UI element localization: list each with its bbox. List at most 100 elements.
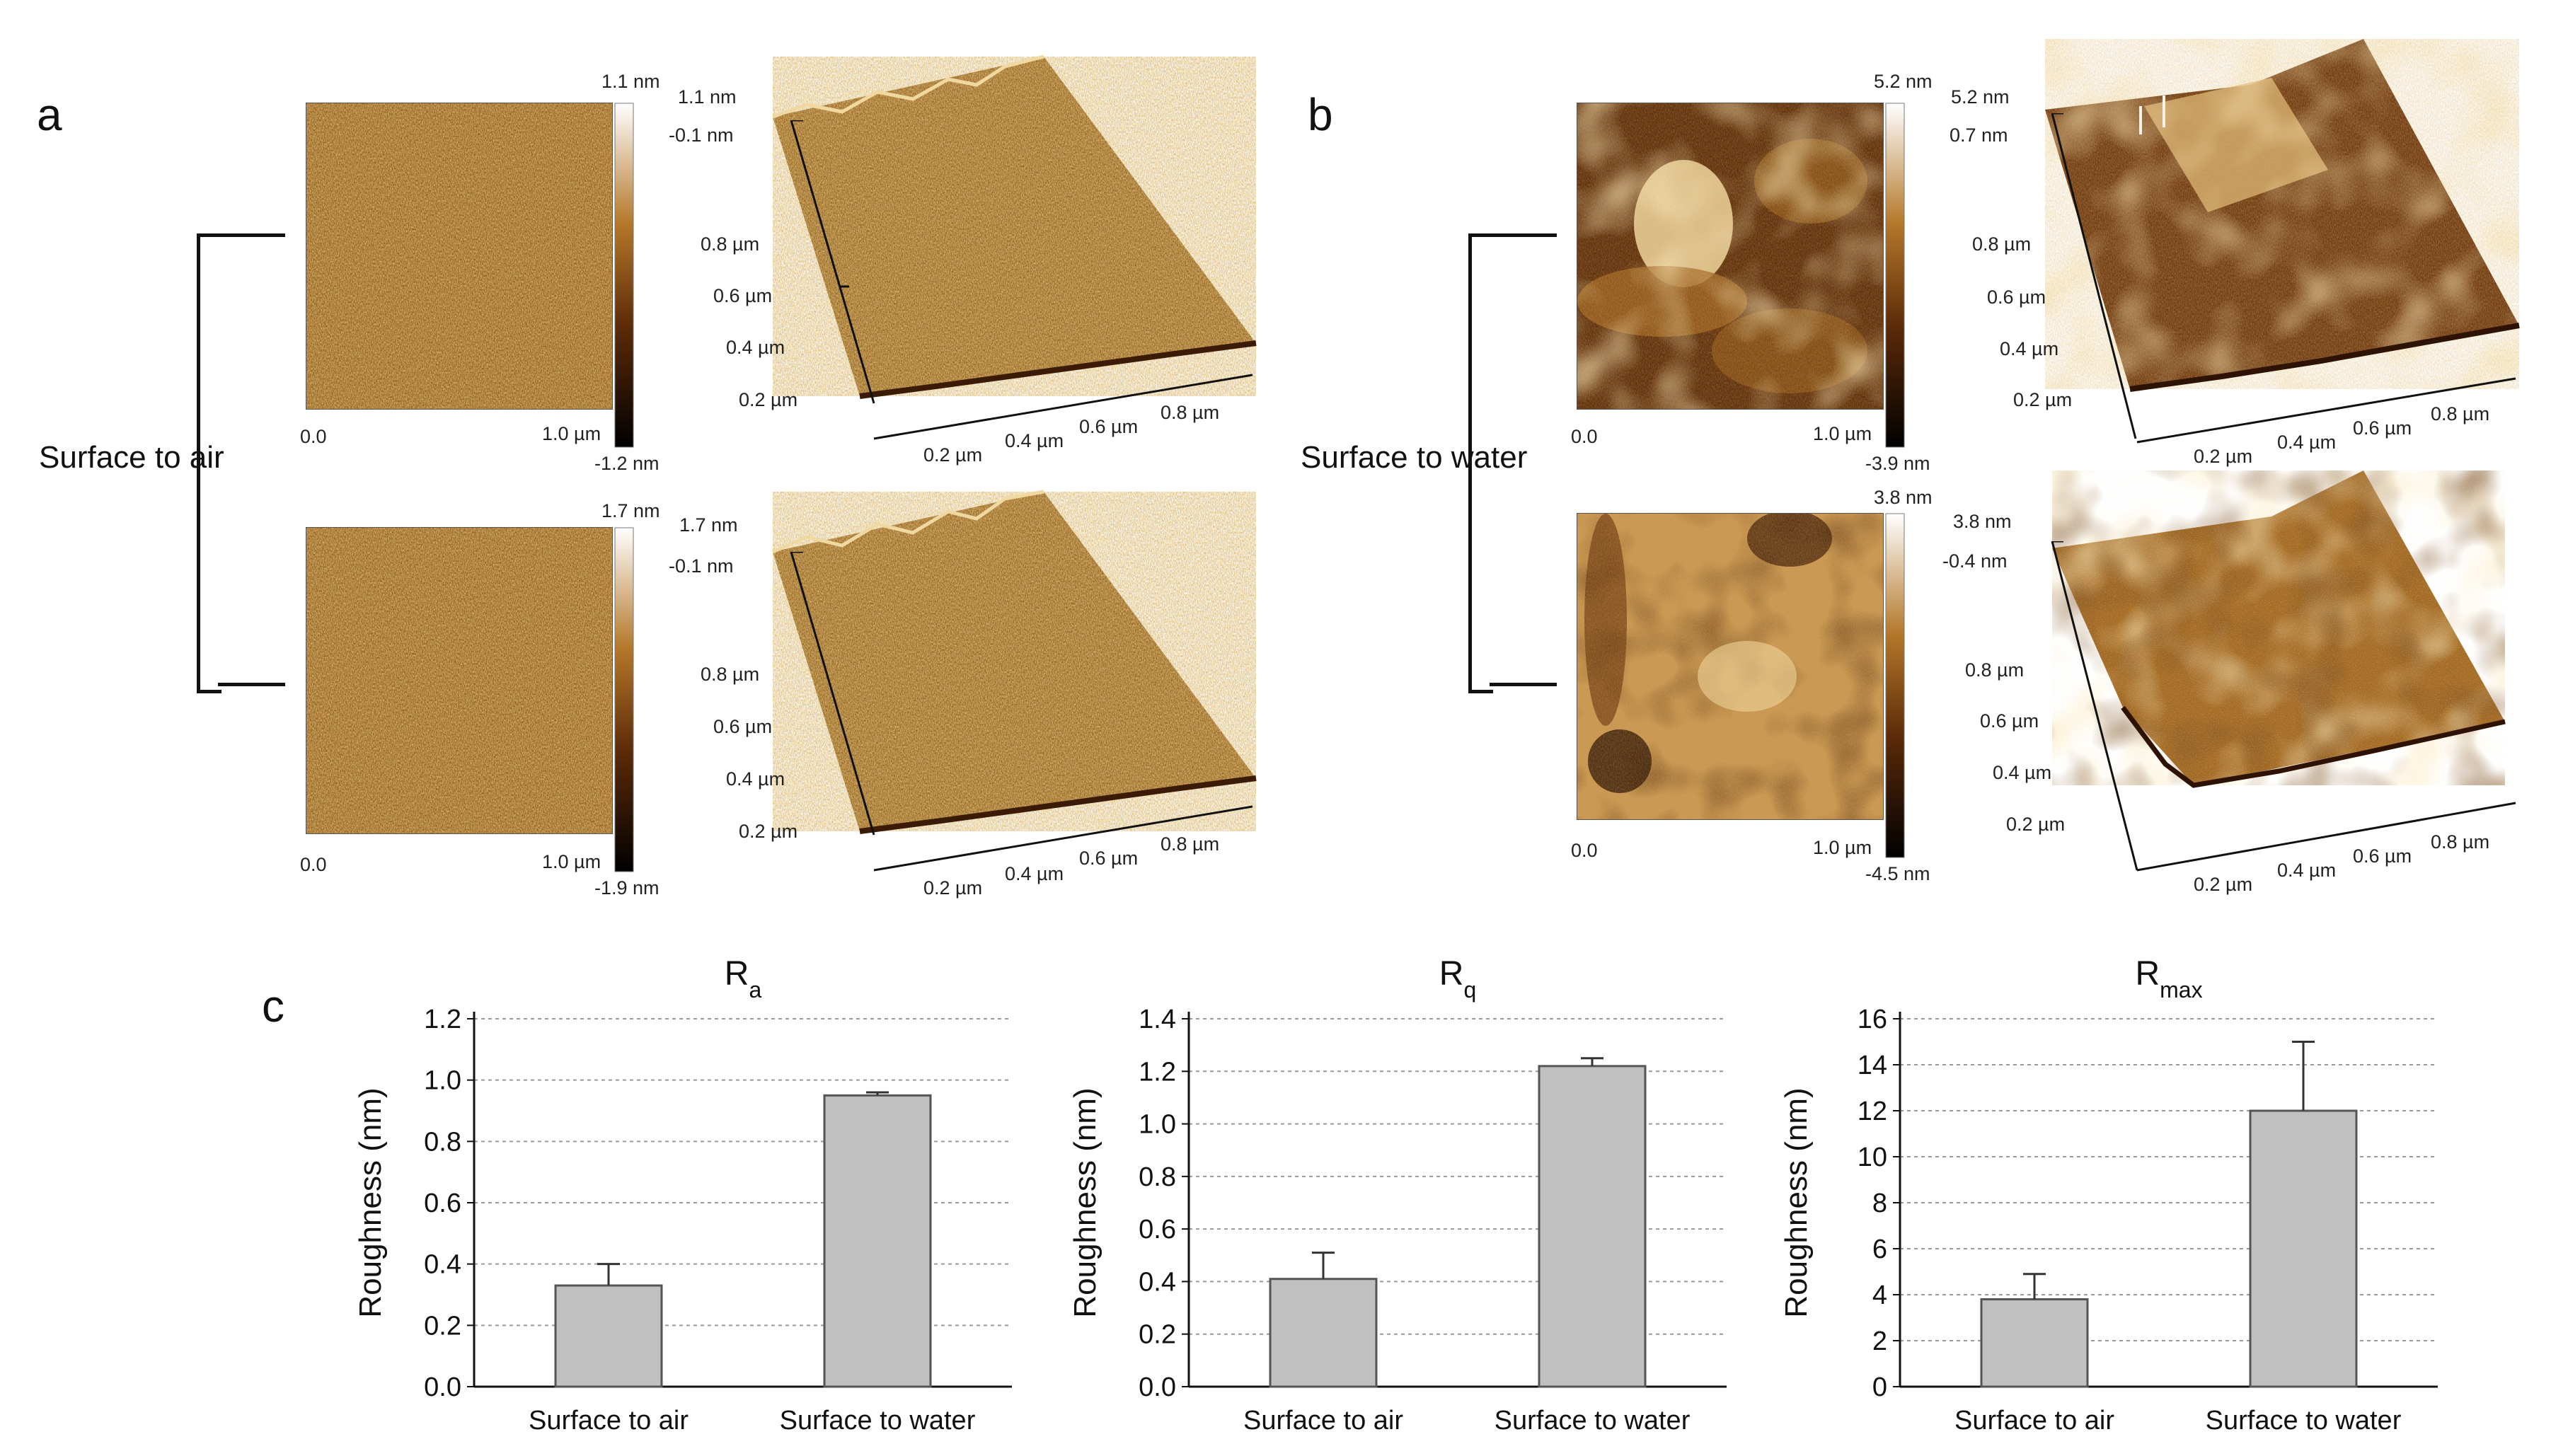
colorbar-air-bottom [614,527,634,872]
axis-x-water-bottom [2136,802,2516,872]
y-tick-label: 6 [1872,1235,1887,1264]
scale-max-label: 5.2 nm [1874,71,1933,92]
x-tick-02: 0.2 µm [923,444,983,466]
panel-label-a: a [37,89,62,140]
scale-min-label: -1.2 nm [594,453,660,474]
y-tick-label: 0.6 [424,1189,461,1218]
x-end-label: 1.0 µm [542,851,601,872]
afm-3d-air-top [772,54,1257,399]
afm-2d-air-top [306,103,613,410]
afm-2d-air-bottom [306,527,613,834]
bar-chart-ra: Ra Roughness (nm) 0.0 0.2 0.4 0.6 0.8 1.0 1.2 Sur… [353,955,1012,1435]
chart-title: Rmax [2135,955,2202,1003]
y-tick-label: 1.4 [1139,1005,1176,1034]
x-start-label: 0.0 [1571,840,1598,861]
x-tick-06: 0.6 µm [2353,845,2412,867]
x-tick-08: 0.8 µm [2431,403,2490,424]
scale-min-label: -1.9 nm [594,877,660,899]
y-tick-02: 0.2 µm [2013,389,2073,410]
afm-2d-water-bottom [1577,513,1884,820]
x-start-label: 0.0 [300,854,327,875]
bar [823,1094,932,1388]
y-tick-04: 0.4 µm [2000,338,2059,359]
y-tick-08: 0.8 µm [1972,233,2032,255]
x-tick-04: 0.4 µm [2277,432,2337,453]
x-start-label: 0.0 [1571,426,1598,447]
bracket-air-arm-bottom [218,683,285,686]
y-tick-04: 0.4 µm [1993,762,2052,783]
colorbar-water-top [1885,103,1905,448]
afm-3d-water-top [2045,39,2520,392]
bar [2249,1109,2358,1388]
y-tick-02: 0.2 µm [2006,814,2066,835]
z-top-label: 1.7 nm [679,514,738,536]
z-top-label: 1.1 nm [678,86,737,108]
bar-chart-rmax: Rmax Roughness (nm) 0 2 4 6 8 10 12 14 16 Surface t… [1779,955,2438,1435]
bracket-water-arm-bottom [1490,683,1557,686]
y-axis-label: Roughness (nm) [1068,1087,1102,1317]
scale-max-label: 1.7 nm [601,500,660,521]
x-tick-06: 0.6 µm [1079,848,1139,869]
y-tick-label: 16 [1858,1005,1887,1034]
axis-x-water-top [2136,377,2516,444]
panel-label-b: b [1308,89,1333,140]
x-category-label: Surface to air [529,1406,689,1435]
side-label-air: Surface to air [39,440,224,475]
y-tick-08: 0.8 µm [701,664,760,685]
x-start-label: 0.0 [300,426,327,447]
y-tick-label: 1.2 [424,1005,461,1034]
x-category-label: Surface to air [1954,1406,2114,1435]
x-tick-02: 0.2 µm [2194,446,2253,467]
afm-3d-water-bottom [2052,470,2506,788]
axis-y-air-top [790,120,875,404]
bar [1980,1298,2089,1388]
x-tick-02: 0.2 µm [923,877,983,899]
x-tick-08: 0.8 µm [2431,831,2490,853]
panel-label-c: c [262,981,284,1032]
y-tick-label: 0.0 [1139,1373,1176,1402]
y-tick-08: 0.8 µm [701,233,760,255]
x-tick-02: 0.2 µm [2194,874,2253,895]
x-tick-08: 0.8 µm [1161,833,1220,855]
x-category-label: Surface to water [1495,1406,1691,1435]
axis-x-air-bottom [873,805,1253,872]
y-tick-label: 0.2 [424,1311,461,1341]
scale-max-label: 1.1 nm [601,71,660,92]
colorbar-water-bottom [1885,513,1905,858]
y-tick-label: 1.0 [1139,1110,1176,1140]
x-end-label: 1.0 µm [542,423,601,444]
x-category-label: Surface to water [2206,1406,2402,1435]
y-tick-label: 4 [1872,1281,1887,1310]
x-end-label: 1.0 µm [1813,837,1872,858]
y-tick-label: 2 [1872,1327,1887,1356]
y-tick-label: 0.0 [424,1373,461,1402]
y-tick-label: 0 [1872,1373,1887,1402]
y-tick-02: 0.2 µm [739,821,798,842]
chart-title: Ra [725,955,762,1003]
y-tick-06: 0.6 µm [1980,710,2039,732]
bar [1538,1065,1647,1388]
bracket-air [197,233,221,693]
side-label-water: Surface to water [1301,440,1528,475]
z-mid-label: -0.1 nm [669,125,734,146]
axis-y-air-bottom [790,552,875,836]
scale-min-label: -4.5 nm [1865,863,1930,884]
y-tick-08: 0.8 µm [1965,659,2025,681]
y-tick-label: 0.6 [1139,1215,1176,1244]
x-tick-04: 0.4 µm [2277,860,2337,881]
y-tick-label: 1.2 [1139,1057,1176,1087]
y-tick-label: 0.8 [1139,1162,1176,1192]
x-tick-04: 0.4 µm [1005,863,1064,884]
axis-y-water-top [2051,113,2137,439]
bracket-water [1468,233,1493,693]
x-category-label: Surface to air [1243,1406,1403,1435]
y-tick-06: 0.6 µm [713,285,773,306]
z-mid-label: -0.4 nm [1942,550,2008,572]
x-tick-04: 0.4 µm [1005,430,1064,451]
y-tick-02: 0.2 µm [739,389,798,410]
z-top-label: 5.2 nm [1951,86,2010,108]
y-tick-label: 14 [1858,1051,1887,1080]
bar-chart-rq: Rq Roughness (nm) 0.0 0.2 0.4 0.6 0.8 1.0 1.2 1.4… [1068,955,1727,1435]
y-tick-label: 10 [1858,1143,1887,1172]
bar [1269,1278,1378,1388]
